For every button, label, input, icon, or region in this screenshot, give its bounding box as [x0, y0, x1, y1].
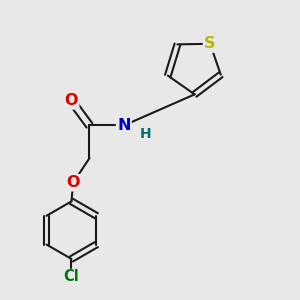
Text: N: N [117, 118, 130, 133]
Text: S: S [204, 36, 216, 51]
Text: Cl: Cl [64, 269, 80, 284]
Text: H: H [139, 127, 151, 141]
Text: O: O [65, 93, 78, 108]
Text: O: O [66, 175, 80, 190]
